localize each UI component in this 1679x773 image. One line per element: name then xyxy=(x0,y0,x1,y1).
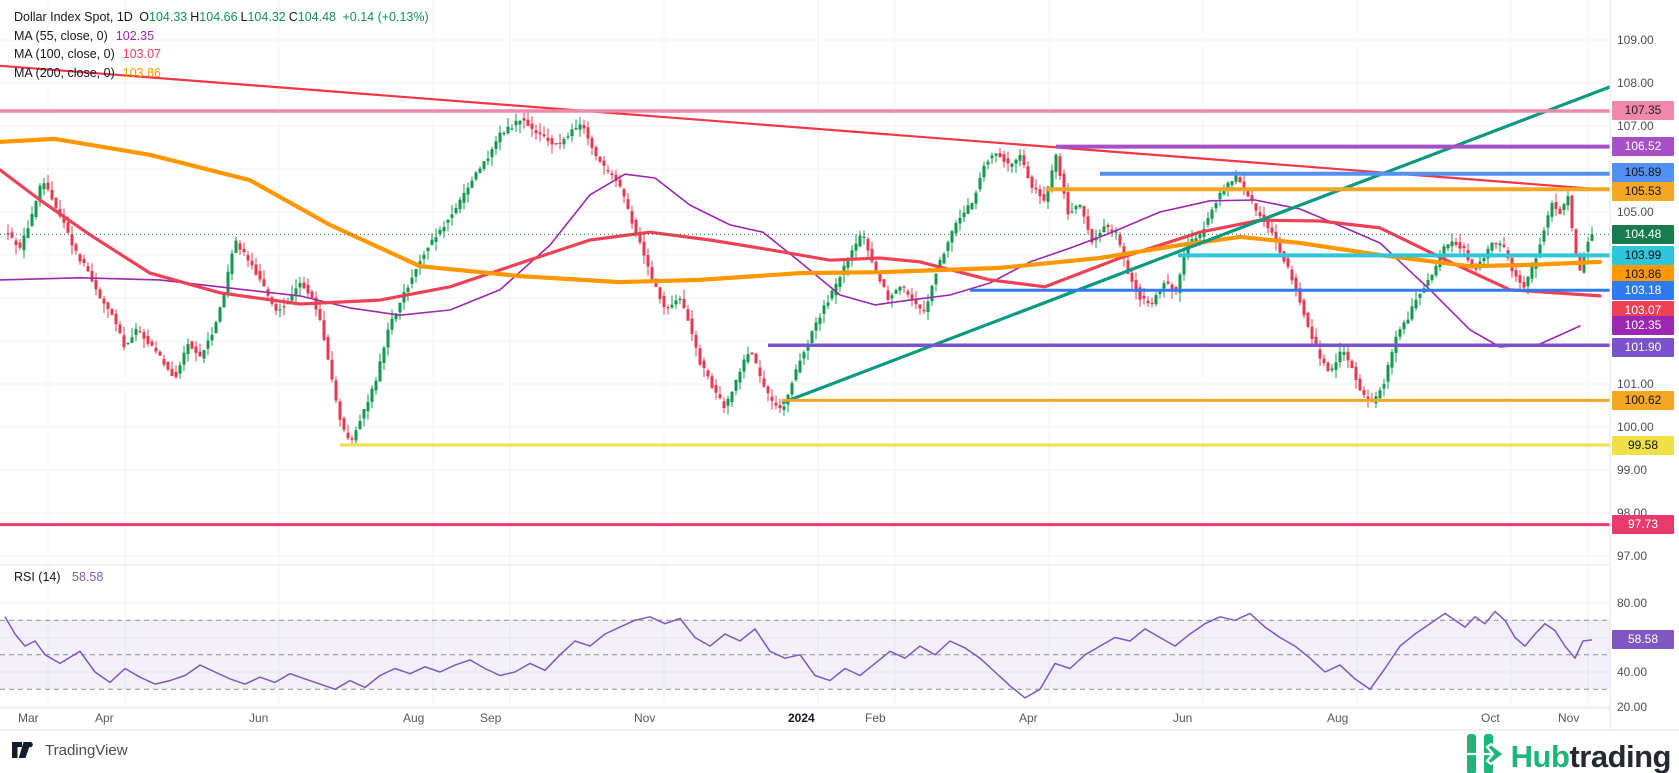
time-axis-label-Apr: Apr xyxy=(1019,711,1038,725)
time-axis-label-Nov: Nov xyxy=(1558,711,1580,725)
price-badge-103.99: 103.99 xyxy=(1612,245,1674,265)
ma-legend-row[interactable]: MA (200, close, 0) 103.86 xyxy=(14,64,429,83)
ma-legend-value: 103.07 xyxy=(122,47,161,61)
rsi-label: RSI (14) xyxy=(14,570,61,584)
price-axis-tick: 97.00 xyxy=(1617,549,1648,563)
ma-legend-label: MA (100, close, 0) xyxy=(14,47,115,61)
pane-borders xyxy=(0,0,1679,731)
trendline-ascending-support xyxy=(781,85,1611,405)
tradingview-attribution[interactable]: TradingView xyxy=(12,742,128,759)
tradingview-logo-icon xyxy=(12,742,33,758)
rsi-axis-tick: 40.00 xyxy=(1617,665,1648,679)
rsi-axis-tick: 20.00 xyxy=(1617,699,1648,714)
ma-legend-value: 103.86 xyxy=(122,65,161,80)
ma-legend-row[interactable]: MA (55, close, 0) 102.35 xyxy=(14,27,429,46)
time-axis-label-Oct: Oct xyxy=(1481,711,1500,725)
hub-text-part1: Hub xyxy=(1510,739,1570,773)
price-axis-tick: 108.00 xyxy=(1617,76,1654,90)
moving-averages xyxy=(0,136,1603,348)
change-value: +0.14 (+0.13%) xyxy=(342,10,429,24)
time-axis-label-Aug: Aug xyxy=(403,711,425,725)
rsi-legend[interactable]: RSI (14) 58.58 xyxy=(14,570,103,584)
price-badge-100.62: 100.62 xyxy=(1612,390,1674,410)
trendlines[interactable] xyxy=(0,64,1611,405)
time-axis-label-Feb: Feb xyxy=(865,711,886,725)
price-axis-tick: 109.00 xyxy=(1617,33,1654,47)
price-badge-106.52: 106.52 xyxy=(1612,137,1674,157)
price-axis-tick: 101.00 xyxy=(1617,377,1654,391)
price-badge-103.86: 103.86 xyxy=(1612,264,1674,284)
rsi-pane[interactable] xyxy=(0,610,1610,699)
price-axis-tick: 100.00 xyxy=(1617,420,1654,434)
ohlc-letter: O xyxy=(139,10,150,24)
hubtrading-watermark: Hubtrading xyxy=(1462,734,1671,773)
price-badge-103.07: 103.07 xyxy=(1612,300,1674,320)
ma-line-ma100 xyxy=(0,168,1602,306)
price-badge-105.53: 105.53 xyxy=(1612,181,1674,201)
price-axis-tick: 105.00 xyxy=(1617,205,1654,219)
price-axis-tick: 99.00 xyxy=(1617,463,1648,477)
time-axis-label-Nov: Nov xyxy=(634,711,656,725)
time-axis-label-Jun: Jun xyxy=(249,711,269,725)
ma-legend-rows: MA (55, close, 0) 102.35 MA (100, close, 0… xyxy=(14,27,429,83)
price-badge-97.73: 97.73 xyxy=(1612,515,1674,535)
price-badge-104.48: 104.48 xyxy=(1612,224,1674,244)
price-badge-99.58: 99.58 xyxy=(1612,435,1674,455)
ma-line-ma55 xyxy=(0,173,1581,348)
ohlc-number: 104.48 xyxy=(297,10,336,24)
trendline-descending-resistance xyxy=(0,64,1611,192)
price-badge-103.18: 103.18 xyxy=(1612,280,1674,300)
time-axis-label-2024: 2024 xyxy=(788,711,815,725)
ma-legend-value: 102.35 xyxy=(115,28,155,43)
ma-legend-row[interactable]: MA (100, close, 0) 103.07 xyxy=(14,45,429,64)
symbol-title: Dollar Index Spot, 1D xyxy=(14,10,133,24)
tradingview-attribution-text: TradingView xyxy=(45,742,128,759)
symbol-legend-row[interactable]: Dollar Index Spot, 1D O104.33 H104.66 L104… xyxy=(14,8,429,27)
ohlc-letter: H xyxy=(190,10,200,24)
time-axis-label-Mar: Mar xyxy=(18,711,39,725)
rsi-value-badge: 58.58 xyxy=(1612,630,1674,650)
symbol-legend[interactable]: Dollar Index Spot, 1D O104.33 H104.66 L104… xyxy=(14,8,429,82)
hubtrading-logo-icon xyxy=(1462,734,1505,773)
ma-legend-label: MA (55, close, 0) xyxy=(14,28,108,43)
horizontal-levels[interactable] xyxy=(0,109,1610,527)
price-badge-107.35: 107.35 xyxy=(1612,101,1674,121)
price-badge-101.90: 101.90 xyxy=(1612,337,1674,357)
ohlc-number: 104.66 xyxy=(199,10,238,24)
time-axis-label-Apr: Apr xyxy=(95,711,114,725)
price-badge-102.35: 102.35 xyxy=(1612,316,1674,336)
time-axis-label-Sep: Sep xyxy=(480,711,502,725)
rsi-value: 58.58 xyxy=(72,570,104,584)
time-axis-label-Jun: Jun xyxy=(1173,711,1193,725)
price-axis-tick: 107.00 xyxy=(1617,119,1654,133)
ma-line-ma200 xyxy=(0,136,1603,285)
time-axis-label-Aug: Aug xyxy=(1327,711,1349,725)
ohlc-number: 104.32 xyxy=(247,10,286,24)
ma-legend-label: MA (200, close, 0) xyxy=(14,65,115,80)
ohlc-number: 104.33 xyxy=(149,10,188,24)
rsi-axis-tick: 80.00 xyxy=(1617,596,1648,610)
ohlc-letter: L xyxy=(240,10,248,24)
ohlc-letter: C xyxy=(288,10,298,24)
price-badge-105.89: 105.89 xyxy=(1612,162,1674,182)
rsi-line xyxy=(4,610,1593,699)
hub-text-part2: trading xyxy=(1569,739,1671,773)
ohlc-values: O104.33 H104.66 L104.32 C104.48 xyxy=(136,10,336,24)
